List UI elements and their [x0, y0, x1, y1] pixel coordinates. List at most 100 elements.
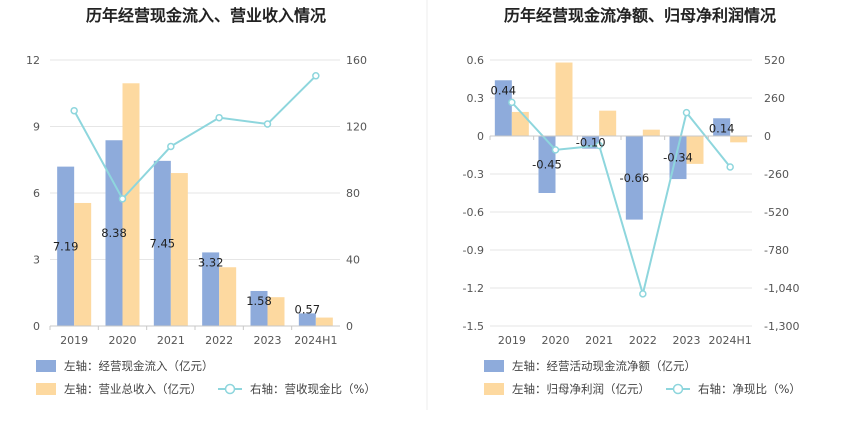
y-right-tick-label: 120 — [346, 121, 367, 134]
y-right-tick-label: -260 — [764, 168, 789, 181]
bar — [170, 173, 188, 326]
legend-label: 左轴：经营现金流入（亿元） — [64, 359, 214, 373]
bar — [219, 267, 237, 326]
y-right-tick-label: 0 — [764, 130, 771, 143]
y-right-tick-label: 520 — [764, 54, 785, 67]
y-left-tick-label: -0.9 — [463, 244, 484, 257]
bar-value-label: 0.44 — [491, 83, 517, 97]
y-left-tick-label: 0.6 — [467, 54, 485, 67]
ratio-line-path — [73, 75, 317, 201]
bar-value-label: 0.57 — [295, 302, 321, 316]
y-right-tick-label: -1,300 — [764, 320, 799, 333]
line-point — [118, 195, 127, 203]
bar — [298, 313, 316, 326]
legend: 左轴：经营活动现金流净额（亿元） 左轴：归母净利润（亿元） 右轴：净现比（%） — [484, 359, 801, 396]
y-right-tick-label: 160 — [346, 54, 367, 67]
legend: 左轴：经营现金流入（亿元） 左轴：营业总收入（亿元） 右轴：营收现金比（%） — [36, 359, 376, 396]
bar-value-label: -0.66 — [619, 171, 649, 185]
bar-value-label: 7.45 — [150, 236, 176, 250]
bar — [250, 290, 268, 326]
axes: 0 0 3 40 6 80 9 120 12 160 2019 2020 2021 2022 2023 202… — [26, 54, 367, 347]
legend-point-swatch — [672, 383, 684, 395]
y-right-tick-label: 40 — [346, 254, 360, 267]
x-tick-label: 2019 — [60, 334, 88, 347]
y-left-tick-label: -1.5 — [463, 320, 484, 333]
grid — [490, 59, 752, 327]
legend-label: 左轴：归母净利润（亿元） — [512, 382, 650, 396]
bar — [315, 317, 333, 326]
bar-value-label: -0.34 — [663, 151, 693, 165]
ratio-line — [70, 72, 320, 203]
bar — [122, 83, 140, 327]
y-left-tick-label: 0 — [477, 130, 484, 143]
x-tick-label: 2024H1 — [294, 334, 337, 347]
legend-label: 右轴：营收现金比（%） — [250, 382, 376, 396]
legend-label: 左轴：营业总收入（亿元） — [64, 382, 202, 396]
bar — [511, 111, 529, 136]
line-point — [551, 146, 560, 154]
x-tick-label: 2022 — [629, 334, 657, 347]
y-left-tick-label: 0 — [33, 320, 40, 333]
y-right-tick-label: -520 — [764, 206, 789, 219]
y-left-tick-label: -0.3 — [463, 168, 484, 181]
bar-value-label: 0.14 — [709, 121, 735, 135]
line-point — [312, 72, 320, 80]
legend-label: 右轴：净现比（%） — [698, 382, 801, 396]
bar-value-label: -0.45 — [532, 158, 562, 172]
line-point — [263, 120, 272, 128]
bar — [555, 62, 573, 136]
x-tick-label: 2021 — [585, 334, 613, 347]
bar — [74, 202, 92, 326]
bar-value-label: 7.19 — [53, 239, 79, 253]
line-point — [508, 98, 516, 107]
line-point — [70, 106, 78, 115]
line-point — [726, 163, 734, 171]
x-tick-label: 2023 — [254, 334, 282, 347]
data-labels: 7.19 8.38 7.45 3.32 1.58 0.57 — [53, 226, 320, 316]
bar-value-label: 1.58 — [246, 294, 272, 308]
y-left-tick-label: 12 — [26, 54, 40, 67]
data-labels: 0.44 -0.45 -0.10 -0.66 -0.34 0.14 — [491, 83, 735, 185]
bar — [686, 136, 704, 164]
x-tick-label: 2020 — [109, 334, 137, 347]
bar — [713, 118, 731, 136]
legend-label: 左轴：经营活动现金流净额（亿元） — [512, 359, 696, 373]
bar — [267, 297, 285, 326]
bar — [625, 136, 643, 220]
y-left-tick-label: 0.3 — [467, 92, 485, 105]
bar — [57, 166, 75, 326]
y-right-tick-label: 80 — [346, 187, 360, 200]
line-point — [639, 290, 647, 298]
bar — [153, 160, 171, 326]
bar — [642, 129, 660, 136]
bar-value-label: 3.32 — [198, 255, 224, 269]
x-tick-label: 2019 — [498, 334, 526, 347]
legend-swatch — [484, 360, 504, 372]
legend-point-swatch — [224, 383, 236, 395]
y-left-tick-label: 6 — [33, 187, 40, 200]
y-left-tick-label: -1.2 — [463, 282, 484, 295]
x-tick-label: 2021 — [157, 334, 185, 347]
y-left-tick-label: -0.6 — [463, 206, 484, 219]
x-tick-label: 2022 — [205, 334, 233, 347]
bar — [599, 110, 617, 136]
net-cashflow-profit-chart: 历年经营现金流净额、归母净利润情况 0.44 -0.45 -0.10 -0.66 -0.… — [463, 6, 801, 396]
line-point — [682, 108, 691, 117]
x-tick-label: 2024H1 — [709, 334, 752, 347]
y-right-tick-label: -780 — [764, 244, 789, 257]
x-tick-label: 2020 — [542, 334, 570, 347]
bars — [494, 62, 748, 220]
x-tick-label: 2023 — [673, 334, 701, 347]
bar — [538, 136, 556, 193]
y-right-tick-label: 260 — [764, 92, 785, 105]
bar — [494, 80, 512, 136]
ratio-line-path — [511, 101, 731, 298]
bar — [730, 136, 748, 143]
bar — [105, 140, 123, 326]
chart-title: 历年经营现金流入、营业收入情况 — [86, 6, 326, 25]
y-right-tick-label: -1,040 — [764, 282, 799, 295]
bar-value-label: 8.38 — [101, 226, 127, 240]
chart-title: 历年经营现金流净额、归母净利润情况 — [504, 6, 776, 25]
y-left-tick-label: 9 — [33, 121, 40, 134]
